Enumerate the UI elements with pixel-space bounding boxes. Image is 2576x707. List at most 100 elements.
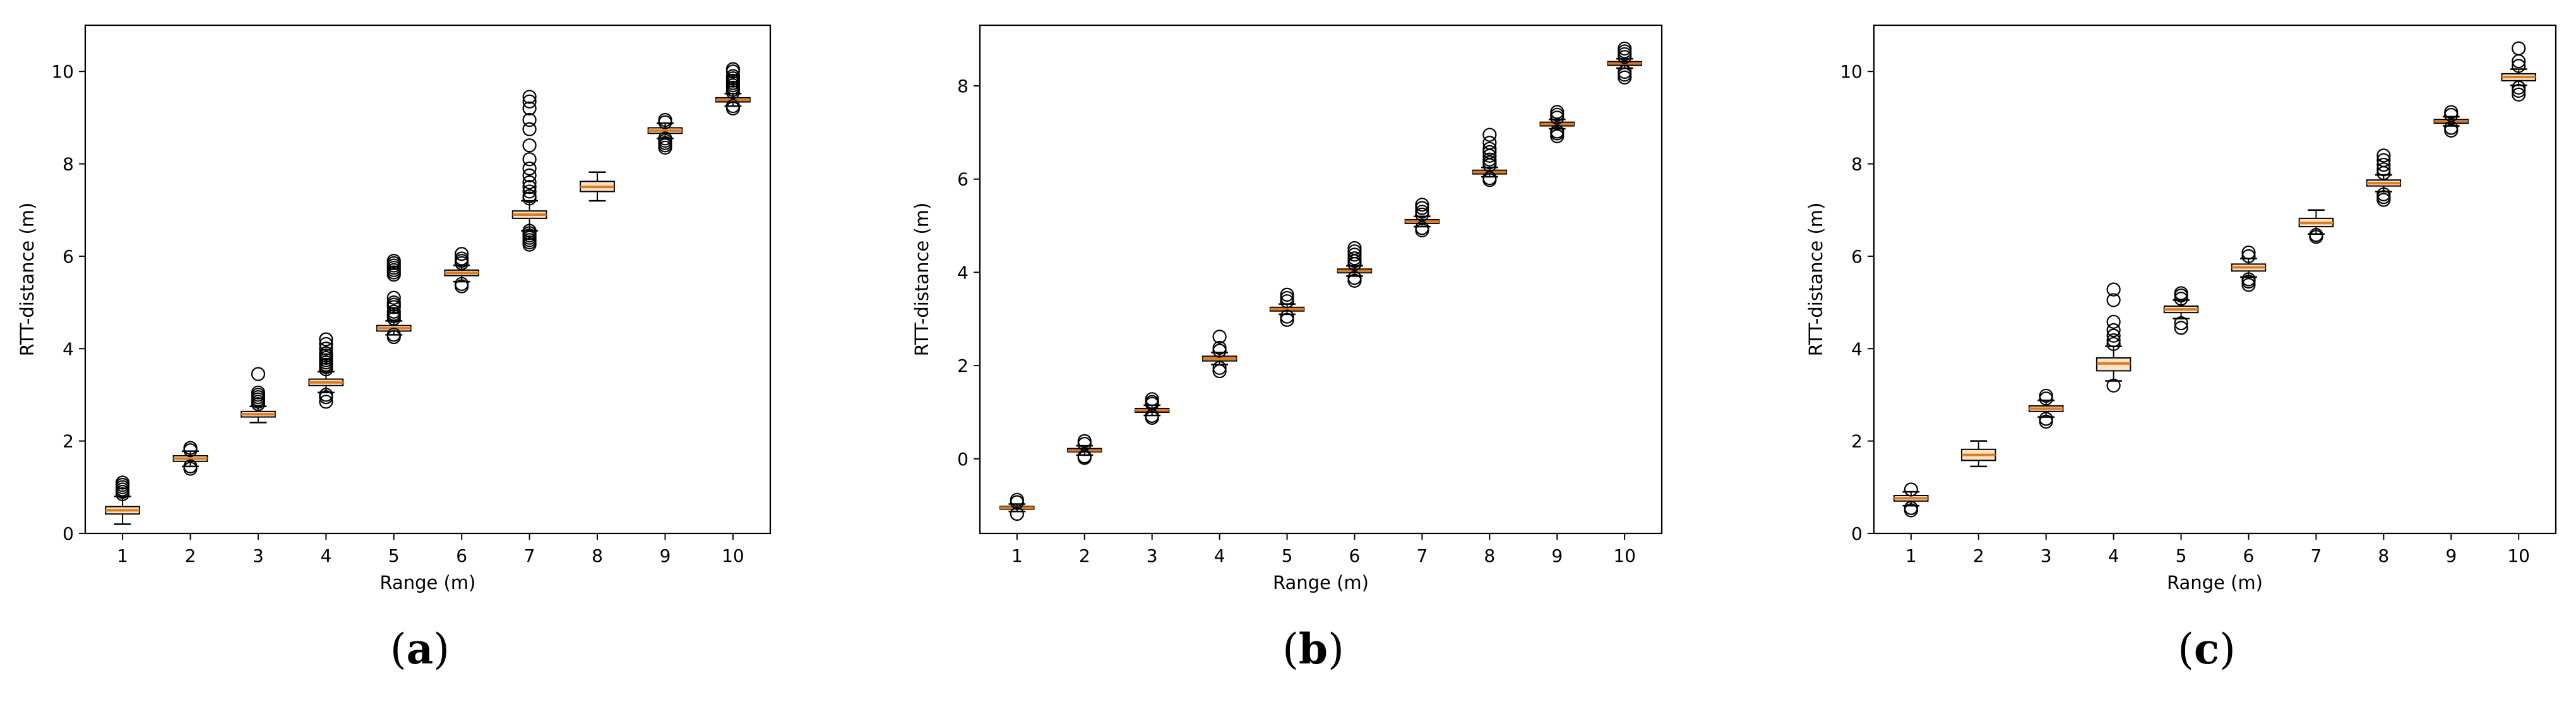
box-plot-1 bbox=[1893, 482, 1929, 518]
x-tick-label: 9 bbox=[1551, 545, 1563, 566]
box-plot-4 bbox=[308, 332, 344, 409]
box-plot-8 bbox=[2366, 148, 2402, 207]
box-plot-2 bbox=[1067, 434, 1102, 465]
outlier-point bbox=[522, 112, 537, 128]
x-tick-label: 9 bbox=[660, 545, 671, 566]
plot-frame bbox=[979, 24, 1663, 535]
outlier-point bbox=[725, 62, 741, 76]
outlier-point bbox=[2106, 336, 2121, 352]
outlier-point bbox=[1280, 312, 1294, 327]
box-plot-3 bbox=[1134, 392, 1170, 425]
panel-a-caption: (a) bbox=[390, 624, 450, 674]
panel-c-caption: (c) bbox=[2178, 624, 2236, 674]
y-tick-label: 8 bbox=[957, 76, 969, 97]
outlier-point bbox=[1010, 492, 1024, 507]
outlier-point bbox=[2106, 293, 2121, 307]
box-plot-9 bbox=[1539, 105, 1575, 143]
x-tick-label: 8 bbox=[592, 545, 603, 566]
outlier-point bbox=[319, 342, 333, 356]
outlier-point bbox=[2106, 333, 2121, 348]
box-plot-4 bbox=[2096, 282, 2132, 393]
box-plot-1 bbox=[999, 492, 1035, 521]
x-tick-label: 10 bbox=[2507, 545, 2530, 566]
x-tick-label: 4 bbox=[2108, 545, 2120, 566]
outlier-point bbox=[455, 251, 469, 266]
outlier-point bbox=[1212, 330, 1227, 344]
box-plot-9 bbox=[647, 112, 683, 155]
x-tick-label: 8 bbox=[1484, 545, 1495, 566]
outlier-point bbox=[522, 168, 537, 182]
outlier-point bbox=[1280, 290, 1294, 306]
x-tick-label: 5 bbox=[1282, 545, 1293, 566]
plot-frame bbox=[1873, 24, 2557, 535]
outlier-point bbox=[2376, 148, 2391, 163]
panel-b-letter: b bbox=[1298, 624, 1328, 674]
outlier-point bbox=[1618, 44, 1632, 59]
x-tick-label: 9 bbox=[2445, 545, 2457, 566]
x-tick-label: 4 bbox=[320, 545, 331, 566]
outlier-point bbox=[2512, 83, 2526, 98]
outlier-point bbox=[1618, 41, 1632, 56]
x-tick-label: 5 bbox=[388, 545, 400, 566]
box-plot-2 bbox=[1961, 440, 1996, 468]
x-tick-label: 7 bbox=[524, 545, 535, 566]
outlier-point bbox=[1618, 64, 1632, 79]
x-tick-label: 1 bbox=[1011, 545, 1023, 566]
x-axis-label: Range (m) bbox=[1273, 572, 1369, 593]
outlier-point bbox=[1280, 294, 1294, 309]
panel-a-letter: a bbox=[406, 624, 434, 674]
box-plot-8 bbox=[580, 171, 615, 202]
outlier-point bbox=[2174, 316, 2188, 331]
outlier-point bbox=[658, 112, 672, 128]
panel-b-chart: 0 2 4 6 8 1 2 3 4 5 6 7 8 9 10 Range (m) RTT-distance (m… bbox=[911, 24, 1663, 593]
outlier-point bbox=[1550, 105, 1565, 119]
outlier-point bbox=[386, 295, 401, 310]
x-tick-label: 2 bbox=[1079, 545, 1090, 566]
outlier-point bbox=[658, 131, 672, 146]
outlier-point bbox=[2376, 190, 2391, 205]
outlier-point bbox=[1010, 506, 1024, 521]
box-plot-7 bbox=[1404, 198, 1440, 238]
outlier-point bbox=[1550, 124, 1565, 139]
x-tick-label: 2 bbox=[185, 545, 196, 566]
outlier-point bbox=[2512, 41, 2526, 56]
box-plot-7 bbox=[511, 90, 547, 252]
box-plot-3 bbox=[2028, 388, 2064, 429]
outlier-point bbox=[2241, 245, 2256, 260]
box-plot-8 bbox=[1472, 128, 1508, 187]
box-plot-5 bbox=[1269, 287, 1305, 327]
x-tick-label: 3 bbox=[1147, 545, 1158, 566]
outlier-point bbox=[1280, 287, 1294, 302]
outlier-point bbox=[183, 459, 198, 473]
outlier-point bbox=[522, 223, 537, 238]
box-plot-5 bbox=[376, 254, 412, 345]
outlier-point bbox=[319, 388, 333, 402]
y-tick-label: 0 bbox=[63, 523, 74, 544]
outlier-point bbox=[2376, 162, 2391, 177]
outlier-point bbox=[522, 122, 537, 136]
outlier-point bbox=[2039, 412, 2053, 426]
outlier-point bbox=[2376, 157, 2391, 172]
outlier-point bbox=[522, 138, 537, 153]
outlier-point bbox=[1904, 482, 1918, 497]
outlier-point bbox=[522, 189, 537, 203]
outlier-point bbox=[1415, 221, 1429, 235]
outlier-point bbox=[1212, 360, 1227, 375]
outlier-point bbox=[2039, 388, 2053, 403]
y-tick-label: 2 bbox=[63, 431, 74, 452]
y-tick-label: 10 bbox=[51, 61, 74, 82]
outlier-point bbox=[2376, 153, 2391, 167]
outlier-point bbox=[1347, 271, 1362, 285]
outlier-point bbox=[2376, 187, 2391, 201]
outlier-point bbox=[2106, 314, 2121, 329]
y-tick-label: 0 bbox=[1851, 523, 1863, 544]
y-tick-label: 10 bbox=[1840, 61, 1863, 82]
outlier-point bbox=[522, 90, 537, 104]
outlier-point bbox=[2106, 328, 2121, 343]
outlier-point bbox=[386, 328, 401, 342]
outlier-point bbox=[2174, 321, 2188, 335]
outlier-point bbox=[522, 175, 537, 189]
outlier-point bbox=[522, 101, 537, 116]
outlier-point bbox=[319, 332, 333, 347]
